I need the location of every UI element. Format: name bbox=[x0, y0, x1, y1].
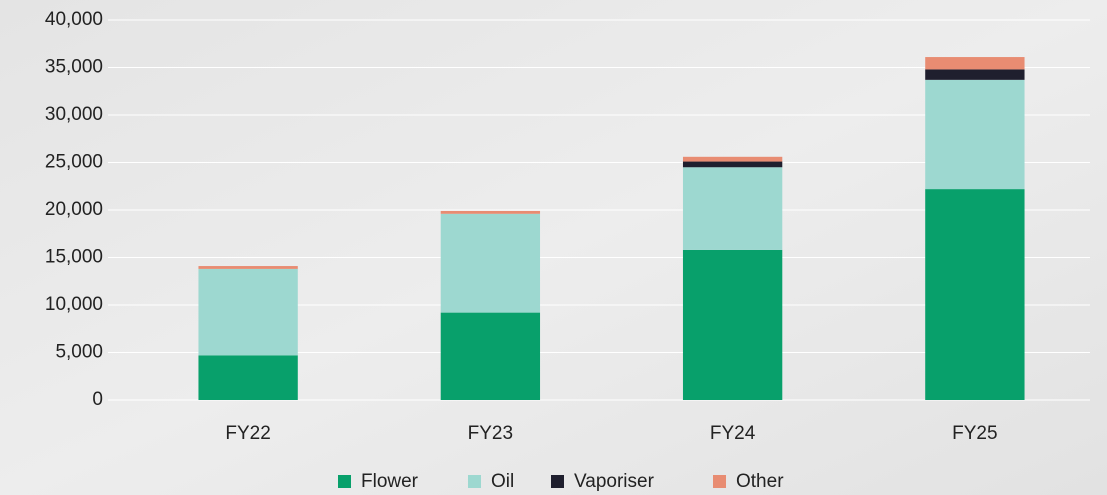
bar-segment bbox=[925, 79, 1025, 190]
y-tick-label: 10,000 bbox=[45, 294, 103, 315]
bar-segment bbox=[440, 312, 541, 400]
bar-segment bbox=[925, 189, 1025, 400]
bar-segment bbox=[682, 249, 783, 400]
legend-label: Other bbox=[736, 471, 784, 492]
legend-label: Flower bbox=[361, 471, 419, 492]
legend-swatch bbox=[551, 475, 564, 488]
bar-segment bbox=[925, 69, 1025, 80]
y-tick-label: 15,000 bbox=[45, 247, 103, 268]
y-tick-label: 0 bbox=[92, 389, 103, 410]
legend-label: Vaporiser bbox=[574, 471, 655, 492]
y-tick-label: 5,000 bbox=[55, 342, 103, 363]
bar-segment bbox=[440, 210, 541, 214]
bar-segment bbox=[682, 167, 783, 250]
bar-segment bbox=[682, 156, 783, 162]
x-tick-label: FY24 bbox=[710, 423, 756, 444]
y-tick-label: 35,000 bbox=[45, 57, 103, 78]
legend-label: Oil bbox=[491, 471, 514, 492]
y-tick-label: 25,000 bbox=[45, 152, 103, 173]
x-tick-label: FY25 bbox=[952, 423, 997, 444]
y-tick-label: 30,000 bbox=[45, 104, 103, 125]
bar-segment bbox=[198, 266, 298, 269]
legend-swatch bbox=[713, 475, 726, 488]
y-tick-label: 20,000 bbox=[45, 199, 103, 220]
bar-segment bbox=[198, 268, 298, 356]
bar-segment bbox=[198, 355, 298, 400]
y-tick-label: 40,000 bbox=[45, 9, 103, 30]
bar-segment bbox=[682, 161, 783, 168]
x-tick-label: FY22 bbox=[225, 423, 270, 444]
x-tick-label: FY23 bbox=[468, 423, 513, 444]
bar-segment bbox=[925, 57, 1025, 70]
legend-swatch bbox=[338, 475, 351, 488]
bar-segment bbox=[440, 213, 541, 313]
legend-swatch bbox=[468, 475, 481, 488]
